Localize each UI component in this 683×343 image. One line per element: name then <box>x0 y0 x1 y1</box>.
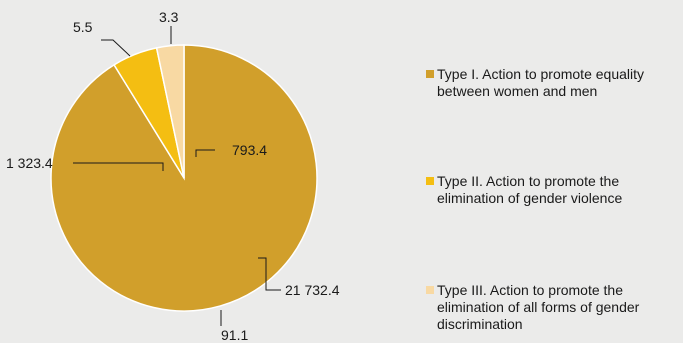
data-label-type-2-value: 1 323.4 <box>6 155 53 171</box>
data-label-type-2-value-leader <box>73 162 164 171</box>
data-label-type-3-percent: 3.3 <box>159 9 179 25</box>
data-label-type-1-value-leader <box>258 257 281 291</box>
leader-lines <box>73 26 281 326</box>
data-label-type-1-percent: 91.1 <box>221 327 248 343</box>
data-labels: 91.1 5.5 3.3 21 732.4 1 323.4 793.4 <box>6 9 340 343</box>
data-label-type-2-percent-leader <box>101 39 131 57</box>
pie-slice-type-3 <box>155 44 185 179</box>
legend-item-type-2: Type II. Action to promote the eliminati… <box>426 173 683 207</box>
data-label-type-3-value-leader <box>195 149 215 157</box>
legend-label-type-2: Type II. Action to promote the eliminati… <box>437 173 623 206</box>
data-label-type-1-value: 21 732.4 <box>285 282 340 298</box>
data-label-type-2-percent: 5.5 <box>73 19 93 35</box>
pie-slices <box>50 44 318 312</box>
legend-swatch-type-1 <box>426 70 434 78</box>
data-label-type-3-value: 793.4 <box>232 142 267 158</box>
legend-item-type-3: Type III. Action to promote the eliminat… <box>426 282 683 333</box>
legend-item-type-1: Type I. Action to promote equality betwe… <box>426 66 683 100</box>
legend-swatch-type-2 <box>426 177 434 185</box>
legend-label-type-3: Type III. Action to promote the eliminat… <box>437 282 640 332</box>
legend-swatch-type-3 <box>426 286 434 294</box>
legend-label-type-1: Type I. Action to promote equality betwe… <box>437 66 645 99</box>
